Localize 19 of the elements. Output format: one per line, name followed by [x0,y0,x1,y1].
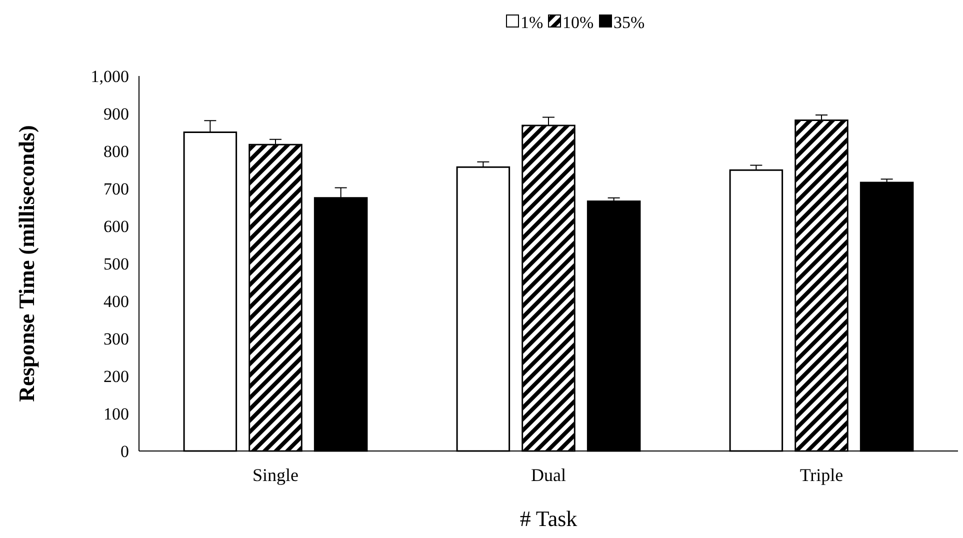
legend-label: 1% [520,12,544,32]
legend-label: 35% [614,12,645,32]
y-tick-label: 600 [104,216,129,236]
y-tick-label: 300 [104,329,129,348]
x-tick-label: Single [252,465,299,485]
y-tick-label: 400 [104,292,129,311]
x-tick-label: Triple [800,465,844,485]
y-tick-label: 500 [104,254,129,274]
legend-label: 10% [562,12,594,32]
y-tick-label: 800 [104,142,129,161]
y-tick-label: 700 [104,179,129,198]
x-axis-title: # Task [520,506,578,531]
y-tick-label: 1,000 [90,66,129,86]
y-tick-label: 100 [104,404,129,424]
y-tick-label: 0 [120,442,129,461]
y-tick-label: 900 [104,104,129,124]
y-axis-title: Response Time (milliseconds) [14,125,39,402]
x-tick-label: Dual [531,465,566,485]
y-tick-label: 200 [104,366,129,386]
